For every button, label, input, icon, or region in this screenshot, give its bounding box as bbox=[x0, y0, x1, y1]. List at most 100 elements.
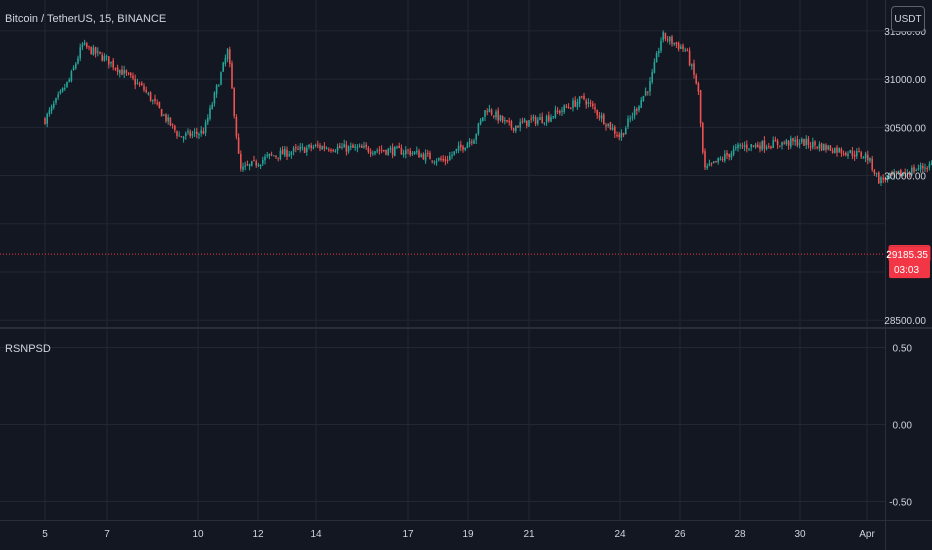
candle-body bbox=[273, 155, 275, 157]
candle-body bbox=[81, 44, 84, 48]
candle-body bbox=[202, 131, 205, 134]
candle-body bbox=[182, 136, 185, 139]
candle-body bbox=[471, 141, 473, 143]
candle-body bbox=[178, 135, 180, 137]
candle-body bbox=[464, 147, 466, 150]
candle-body bbox=[904, 171, 906, 174]
candle-body bbox=[312, 147, 315, 149]
candle-body bbox=[768, 146, 770, 148]
candle-body bbox=[849, 150, 851, 153]
symbol-title: Bitcoin / TetherUS, 15, BINANCE bbox=[5, 13, 167, 25]
candle-body bbox=[847, 153, 849, 157]
candle-body bbox=[99, 51, 101, 54]
candle-body bbox=[284, 148, 286, 156]
price-axis-label: 31500.00 bbox=[884, 27, 926, 38]
candle-body bbox=[354, 146, 356, 148]
candle-body bbox=[761, 141, 763, 150]
candle-body bbox=[288, 154, 290, 156]
candle-body bbox=[57, 94, 59, 98]
candle-body bbox=[924, 167, 926, 169]
candle-body bbox=[853, 154, 856, 157]
candle-body bbox=[116, 67, 119, 73]
time-axis-label: Apr bbox=[859, 529, 875, 540]
candle-body bbox=[765, 147, 768, 149]
candle-body bbox=[671, 36, 673, 44]
candle-body bbox=[266, 155, 268, 157]
candle-body bbox=[418, 150, 420, 158]
candle-body bbox=[886, 175, 889, 180]
candle-body bbox=[460, 144, 462, 148]
candle-body bbox=[796, 139, 799, 146]
candle-body bbox=[763, 140, 766, 149]
candle-body bbox=[121, 69, 123, 75]
candle-body bbox=[750, 144, 752, 148]
candle-body bbox=[825, 144, 827, 150]
candle-body bbox=[827, 145, 829, 150]
candle-body bbox=[930, 163, 932, 165]
candle-body bbox=[636, 109, 638, 111]
candle-body bbox=[609, 122, 612, 130]
candle-body bbox=[622, 132, 625, 135]
candle-body bbox=[222, 62, 224, 72]
time-axis-label: 19 bbox=[462, 529, 474, 540]
candle-body bbox=[334, 150, 337, 152]
candle-body bbox=[275, 155, 277, 157]
candle-body bbox=[875, 172, 878, 174]
candle-body bbox=[653, 62, 656, 73]
candle-body bbox=[449, 155, 451, 161]
candle-body bbox=[332, 149, 334, 151]
candle-body bbox=[387, 148, 389, 156]
price-axis-label: 31000.00 bbox=[884, 75, 926, 86]
candle-body bbox=[684, 49, 686, 51]
candle-body bbox=[442, 158, 444, 161]
candle-body bbox=[812, 141, 814, 148]
candle-body bbox=[299, 146, 301, 150]
candle-body bbox=[906, 172, 909, 174]
candle-body bbox=[416, 150, 418, 153]
candle-body bbox=[119, 69, 121, 74]
candle-body bbox=[614, 126, 616, 134]
time-axis-label: 30 bbox=[794, 529, 806, 540]
candle-body bbox=[640, 99, 642, 108]
candle-body bbox=[592, 103, 594, 107]
time-axis-label: 7 bbox=[104, 529, 110, 540]
candle-body bbox=[369, 151, 372, 154]
candle-body bbox=[594, 107, 596, 110]
candle-body bbox=[167, 117, 169, 122]
candle-body bbox=[314, 144, 317, 147]
candle-body bbox=[708, 163, 711, 166]
candle-body bbox=[515, 125, 517, 131]
candle-body bbox=[321, 146, 323, 150]
candle-body bbox=[697, 83, 700, 92]
candle-body bbox=[860, 152, 862, 157]
candle-body bbox=[174, 125, 176, 131]
candle-body bbox=[805, 138, 807, 145]
currency-button[interactable]: USDT bbox=[891, 6, 925, 32]
candle-body bbox=[746, 144, 748, 149]
candle-body bbox=[726, 152, 728, 156]
candle-body bbox=[330, 149, 332, 151]
candle-body bbox=[103, 56, 106, 61]
candle-body bbox=[728, 154, 730, 157]
candle-body bbox=[556, 110, 559, 112]
candle-body bbox=[180, 136, 183, 138]
candle-body bbox=[706, 166, 708, 169]
candle-body bbox=[286, 149, 288, 157]
candle-body bbox=[565, 106, 568, 108]
candle-body bbox=[583, 95, 585, 100]
price-axis-label: 28500.00 bbox=[884, 316, 926, 327]
candle-body bbox=[818, 144, 821, 149]
candle-body bbox=[411, 152, 414, 154]
candle-body bbox=[242, 166, 244, 170]
candle-body bbox=[394, 146, 396, 157]
candle-body bbox=[669, 37, 671, 42]
candle-body bbox=[537, 119, 539, 124]
candle-body bbox=[422, 154, 425, 160]
candle-body bbox=[451, 154, 453, 157]
candle-body bbox=[477, 123, 480, 134]
candle-body bbox=[693, 63, 695, 75]
candle-body bbox=[444, 159, 447, 162]
candle-body bbox=[211, 104, 213, 109]
